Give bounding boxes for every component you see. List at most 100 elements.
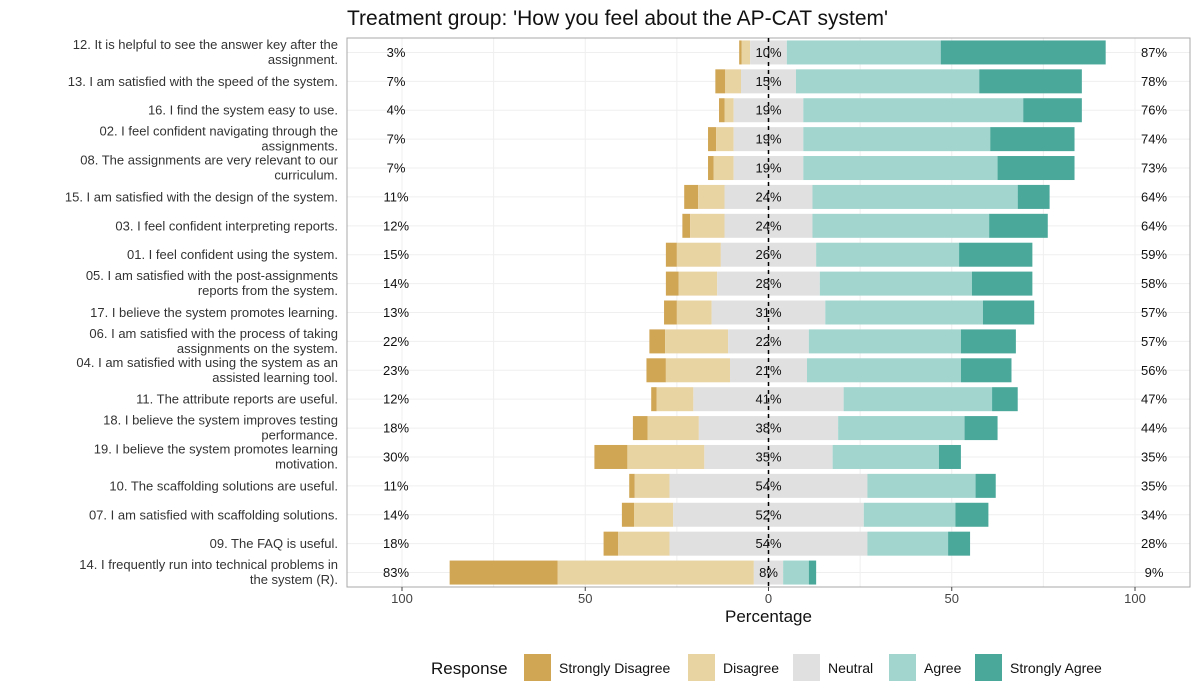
high-percent-label: 76%	[1141, 103, 1167, 118]
high-percent-label: 34%	[1141, 507, 1167, 522]
low-percent-label: 14%	[383, 507, 409, 522]
bar-agree	[819, 271, 972, 296]
item-label: 16. I find the system easy to use.	[148, 103, 338, 118]
neutral-percent-label: 28%	[755, 276, 781, 291]
bar-agree	[825, 300, 983, 325]
x-tick-label: 50	[945, 591, 959, 606]
item-label: 04. I am satisfied with using the system…	[76, 355, 338, 385]
bar-strongly-agree	[1023, 98, 1082, 123]
bar-strongly-disagree	[649, 329, 666, 354]
bar-neutral	[669, 473, 868, 498]
bar-disagree	[647, 416, 699, 441]
high-percent-label: 57%	[1141, 305, 1167, 320]
legend-label-strongly-disagree: Strongly Disagree	[559, 660, 670, 676]
x-axis-title: Percentage	[725, 607, 812, 626]
bar-agree	[808, 329, 961, 354]
bar-disagree	[633, 502, 674, 527]
legend-label-strongly-agree: Strongly Agree	[1010, 660, 1102, 676]
legend-swatch-strongly-disagree	[524, 654, 551, 681]
bar-agree	[803, 98, 1024, 123]
x-tick-label: 100	[1124, 591, 1146, 606]
neutral-percent-label: 54%	[755, 536, 781, 551]
high-percent-label: 44%	[1141, 421, 1167, 436]
bar-neutral	[673, 502, 864, 527]
bar-strongly-disagree	[651, 387, 657, 412]
legend-label-disagree: Disagree	[723, 660, 779, 676]
bar-strongly-disagree	[665, 271, 679, 296]
bar-strongly-disagree	[594, 444, 628, 469]
bar-strongly-agree	[960, 329, 1016, 354]
bar-strongly-disagree	[708, 156, 714, 181]
high-percent-label: 35%	[1141, 449, 1167, 464]
bar-disagree	[557, 560, 754, 585]
high-percent-label: 64%	[1141, 189, 1167, 204]
low-percent-label: 4%	[387, 103, 406, 118]
bar-strongly-disagree	[632, 416, 648, 441]
bar-neutral	[750, 40, 787, 65]
legend-swatch-disagree	[688, 654, 715, 681]
high-percent-label: 59%	[1141, 247, 1167, 262]
neutral-percent-label: 21%	[755, 363, 781, 378]
bar-strongly-agree	[959, 242, 1033, 267]
high-percent-label: 47%	[1141, 392, 1167, 407]
low-percent-label: 23%	[383, 363, 409, 378]
neutral-percent-label: 22%	[755, 334, 781, 349]
bar-agree	[812, 213, 990, 238]
bar-disagree	[724, 98, 734, 123]
neutral-percent-label: 41%	[755, 392, 781, 407]
high-percent-label: 56%	[1141, 363, 1167, 378]
high-percent-label: 57%	[1141, 334, 1167, 349]
bar-disagree	[676, 242, 721, 267]
high-percent-label: 73%	[1141, 161, 1167, 176]
bar-agree	[803, 156, 998, 181]
item-label: 07. I am satisfied with scaffolding solu…	[89, 507, 338, 522]
bar-disagree	[627, 444, 705, 469]
bar-strongly-disagree	[629, 473, 635, 498]
bar-agree	[867, 473, 976, 498]
legend-swatch-neutral	[793, 654, 820, 681]
item-label: 12. It is helpful to see the answer key …	[73, 37, 338, 67]
high-percent-label: 35%	[1141, 478, 1167, 493]
bar-strongly-agree	[971, 271, 1033, 296]
high-percent-label: 28%	[1141, 536, 1167, 551]
bar-strongly-disagree	[684, 184, 699, 209]
low-percent-label: 18%	[383, 421, 409, 436]
high-percent-label: 87%	[1141, 45, 1167, 60]
bar-disagree	[678, 271, 718, 296]
high-percent-label: 78%	[1141, 74, 1167, 89]
bar-strongly-disagree	[603, 531, 619, 556]
high-percent-label: 64%	[1141, 218, 1167, 233]
low-percent-label: 22%	[383, 334, 409, 349]
item-label: 11. The attribute reports are useful.	[136, 392, 338, 407]
neutral-percent-label: 31%	[755, 305, 781, 320]
item-label: 15. I am satisfied with the design of th…	[65, 189, 338, 204]
high-percent-label: 74%	[1141, 132, 1167, 147]
neutral-percent-label: 26%	[755, 247, 781, 262]
legend-label-neutral: Neutral	[828, 660, 873, 676]
low-percent-label: 11%	[383, 478, 408, 493]
bar-strongly-disagree	[682, 213, 691, 238]
low-percent-label: 7%	[387, 161, 406, 176]
bar-agree	[783, 560, 809, 585]
bar-neutral	[724, 184, 813, 209]
bar-strongly-disagree	[646, 358, 666, 383]
bar-agree	[863, 502, 956, 527]
bar-agree	[803, 127, 991, 152]
bar-strongly-agree	[979, 69, 1082, 94]
bar-strongly-agree	[960, 358, 1012, 383]
neutral-percent-label: 19%	[755, 103, 781, 118]
bar-disagree	[716, 127, 734, 152]
bar-strongly-agree	[989, 213, 1048, 238]
item-label: 19. I believe the system promotes learni…	[94, 441, 338, 471]
bar-disagree	[676, 300, 712, 325]
bar-disagree	[665, 358, 731, 383]
low-percent-label: 18%	[383, 536, 409, 551]
bar-strongly-agree	[997, 156, 1075, 181]
bar-disagree	[713, 156, 734, 181]
bar-disagree	[690, 213, 725, 238]
bar-neutral	[698, 416, 839, 441]
chart-title: Treatment group: 'How you feel about the…	[347, 7, 888, 30]
low-percent-label: 3%	[387, 45, 406, 60]
x-axis-ticks: 100 50 0 50 100	[391, 587, 1146, 606]
